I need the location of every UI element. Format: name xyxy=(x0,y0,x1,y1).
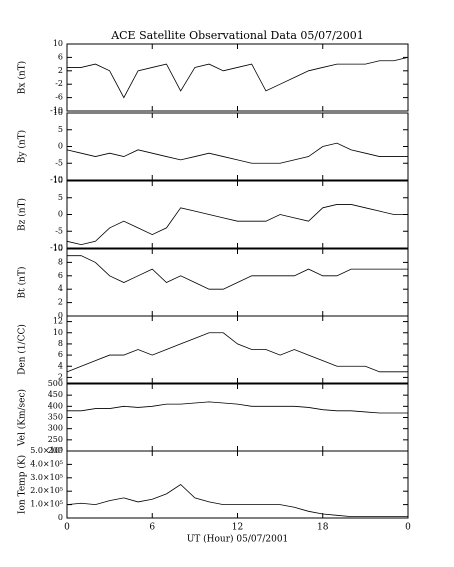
x-tick-label: 12 xyxy=(232,523,243,533)
data-line xyxy=(66,332,408,373)
y-axis-label: Den (1/CC) xyxy=(17,324,28,375)
y-tick-label: 2 xyxy=(58,298,63,307)
x-tick-label: 18 xyxy=(317,523,329,533)
panel-frame xyxy=(66,315,409,384)
y-tick-label: -2 xyxy=(55,79,63,88)
x-tick-label: 0 xyxy=(64,523,70,533)
y-tick-label: 10 xyxy=(53,108,63,117)
x-axis-label: UT (Hour) 05/07/2001 xyxy=(187,534,289,545)
data-line xyxy=(67,57,409,99)
y-tick-label: 6 xyxy=(58,350,63,359)
y-tick-label: 0 xyxy=(58,142,63,151)
data-line xyxy=(66,142,408,164)
y-tick-label: 10 xyxy=(53,176,63,185)
y-tick-label: 2 xyxy=(58,66,63,75)
y-tick-label: 10 xyxy=(53,328,63,337)
y-tick-label: 5 xyxy=(58,125,63,134)
y-tick-label: 450 xyxy=(48,390,63,399)
y-tick-label: -5 xyxy=(55,158,63,167)
y-tick-label: 4 xyxy=(58,361,63,370)
y-tick-label: 6 xyxy=(58,52,63,61)
y-tick-label: -5 xyxy=(55,226,63,235)
y-tick-label: 10 xyxy=(53,244,63,253)
y-tick-label: 0 xyxy=(58,513,63,522)
y-tick-label: 12 xyxy=(53,317,63,326)
y-axis-label: Ion Temp (K) xyxy=(17,455,28,514)
y-tick-label: 2 xyxy=(58,372,63,381)
y-tick-label: 4.0×10⁵ xyxy=(30,459,63,468)
y-tick-label: -10 xyxy=(50,175,63,184)
y-axis-label: Vel (Km/sec) xyxy=(17,389,28,447)
data-line xyxy=(67,255,408,290)
panel-frame xyxy=(66,450,409,519)
y-tick-label: -10 xyxy=(50,106,63,115)
panel-frame xyxy=(66,112,409,181)
y-axis-label: Bx (nT) xyxy=(17,61,28,94)
data-line xyxy=(66,204,408,246)
y-tick-label: 3.0×10⁵ xyxy=(30,473,63,482)
y-tick-label: 8 xyxy=(58,339,63,348)
y-tick-label: 250 xyxy=(48,435,63,444)
y-tick-label: 5.0×10⁵ xyxy=(30,446,63,455)
y-axis-label: By (nT) xyxy=(17,130,28,163)
x-tick-label: 6 xyxy=(149,523,155,533)
y-axis-label: Bz (nT) xyxy=(17,198,28,231)
y-tick-label: 6 xyxy=(58,271,63,280)
y-tick-label: -6 xyxy=(55,93,63,102)
y-tick-label: 8 xyxy=(58,257,63,266)
y-tick-label: 400 xyxy=(48,401,63,410)
panel-frame xyxy=(66,180,409,249)
y-tick-label: 200 xyxy=(48,446,63,455)
y-tick-label: 1.0×10⁵ xyxy=(30,500,63,509)
data-line xyxy=(66,483,408,518)
chart-title: ACE Satellite Observational Data 05/07/2… xyxy=(110,29,364,42)
panel-frame xyxy=(66,43,409,112)
y-axis-label: Bt (nT) xyxy=(17,267,28,299)
data-line xyxy=(67,401,408,414)
x-tick-label: 0 xyxy=(405,523,411,533)
y-tick-label: 0 xyxy=(58,210,63,219)
y-tick-label: 5 xyxy=(58,193,63,202)
y-tick-label: 2.0×10⁵ xyxy=(30,486,63,495)
y-tick-label: 4 xyxy=(58,284,63,293)
y-tick-label: 300 xyxy=(48,424,63,433)
y-tick-label: 350 xyxy=(48,413,63,422)
y-tick-label: 0 xyxy=(58,311,63,320)
y-tick-label: 500 xyxy=(48,379,63,388)
panel-frame xyxy=(66,383,409,452)
y-tick-label: 10 xyxy=(53,39,63,48)
y-tick-label: -10 xyxy=(50,243,63,252)
